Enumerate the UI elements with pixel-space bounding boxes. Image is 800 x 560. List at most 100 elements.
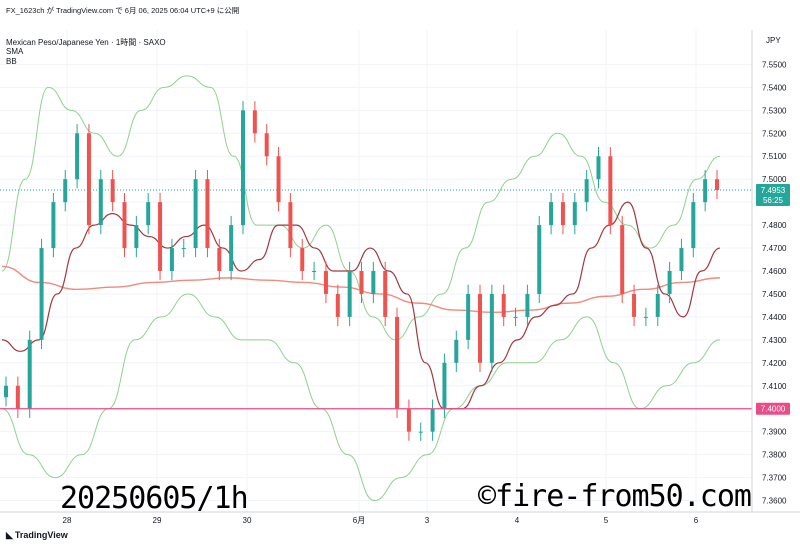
x-tick-label: 6月 — [353, 516, 365, 525]
countdown-text: 56:25 — [763, 196, 784, 205]
candle-body — [252, 110, 257, 134]
y-tick-label: 7.5000 — [762, 175, 787, 184]
y-tick-label: 7.4400 — [762, 313, 787, 322]
candle-body — [643, 316, 648, 318]
candle-body — [442, 362, 447, 409]
candle-body — [383, 271, 388, 317]
y-tick-label: 7.4100 — [762, 382, 787, 391]
candle-body — [703, 179, 708, 203]
last-price-badge — [756, 183, 790, 206]
y-tick-label: 7.5300 — [762, 106, 787, 115]
indicator-sma-label[interactable]: SMA — [6, 47, 24, 56]
y-tick-label: 7.5200 — [762, 129, 787, 138]
candle-body — [110, 179, 115, 203]
candle-body — [347, 271, 352, 317]
y-tick-label: 7.4500 — [762, 290, 787, 299]
candle-body — [466, 293, 471, 340]
candle-body — [454, 339, 459, 363]
tradingview-logo-icon: ◣ — [6, 530, 13, 540]
candle-body — [288, 202, 293, 249]
copyright-overlay-text: ©fire-from50.com — [478, 479, 752, 514]
y-tick-label: 7.3700 — [762, 474, 787, 483]
candle-body — [478, 293, 482, 363]
symbol-title[interactable]: Mexican Peso/Japanese Yen · 1時間 · SAXO — [6, 38, 166, 47]
candle-body — [655, 293, 660, 317]
candle-body — [4, 385, 8, 398]
candle-body — [395, 316, 400, 409]
candle-body — [418, 431, 423, 433]
candle-body — [608, 156, 613, 226]
candle-body — [15, 385, 20, 409]
price-axis[interactable]: 7.5500 7.5400 7.5300 7.5200 7.5100 7.5000 7.49… — [762, 60, 787, 505]
bb-lower-line — [1, 293, 721, 502]
candle-body — [98, 179, 103, 226]
y-tick-label: 7.4300 — [762, 336, 787, 345]
y-tick-label: 7.5100 — [762, 152, 787, 161]
candle-body — [146, 202, 151, 226]
candle-body — [715, 179, 719, 190]
x-tick-label: 4 — [515, 516, 520, 525]
x-tick-label: 28 — [63, 516, 72, 525]
y-tick-label: 7.3800 — [762, 451, 787, 460]
currency-label: JPY — [766, 36, 781, 45]
candles — [4, 101, 719, 441]
candle-body — [122, 202, 127, 249]
candle-body — [667, 271, 672, 294]
candle-body — [86, 133, 91, 226]
candle-body — [193, 179, 198, 249]
candle-body — [371, 271, 376, 294]
candle-body — [596, 156, 601, 180]
candle-body — [51, 202, 56, 249]
candle-body — [584, 179, 589, 203]
candle-body — [620, 225, 625, 294]
candle-body — [169, 248, 174, 271]
candle-body — [489, 293, 494, 363]
publish-line: FX_1623ch が TradingView.com で 6月 06, 202… — [6, 6, 240, 15]
candle-body — [679, 248, 684, 271]
last-price-text: 7.4953 — [761, 186, 786, 195]
candle-body — [525, 293, 530, 317]
hline-price-text: 7.4000 — [761, 405, 786, 414]
candle-body — [264, 133, 269, 157]
candle-body — [323, 271, 328, 294]
candle-body — [632, 293, 637, 317]
x-tick-label: 30 — [243, 516, 252, 525]
candle-body — [276, 156, 281, 203]
tradingview-logo[interactable]: ◣ TradingView — [6, 530, 68, 541]
hline-price-badge — [756, 402, 790, 415]
candle-body — [300, 248, 305, 271]
y-tick-label: 7.4700 — [762, 244, 787, 253]
candle-body — [27, 339, 32, 409]
candle-body — [241, 110, 245, 226]
candle-body — [691, 202, 696, 249]
x-tick-label: 29 — [153, 516, 162, 525]
candle-body — [217, 248, 222, 271]
candle-body — [39, 248, 44, 340]
tradingview-logo-label: TradingView — [14, 530, 68, 540]
candle-body — [513, 316, 518, 318]
candle-body — [560, 202, 565, 226]
candle-body — [63, 179, 68, 203]
candle-body — [501, 293, 506, 317]
candle-body — [158, 202, 163, 271]
candle-body — [406, 408, 411, 432]
candle-body — [335, 293, 340, 317]
grid-lines — [0, 30, 752, 512]
candle-body — [549, 202, 554, 226]
candle-body — [75, 133, 80, 180]
indicator-bb-label[interactable]: BB — [6, 57, 17, 66]
candle-body — [537, 225, 542, 294]
time-axis[interactable]: 28 29 30 6月 3 4 5 6 — [63, 516, 699, 525]
candle-body — [229, 225, 234, 271]
date-overlay-text: 20250605/1h — [60, 481, 249, 516]
y-tick-label: 7.5500 — [762, 60, 787, 69]
moving-averages — [1, 201, 721, 410]
candle-body — [359, 271, 364, 294]
y-tick-label: 7.3900 — [762, 428, 787, 437]
y-tick-label: 7.4800 — [762, 221, 787, 230]
y-tick-label: 7.4200 — [762, 359, 787, 368]
x-tick-label: 6 — [694, 516, 699, 525]
sma-short-line — [1, 201, 721, 410]
